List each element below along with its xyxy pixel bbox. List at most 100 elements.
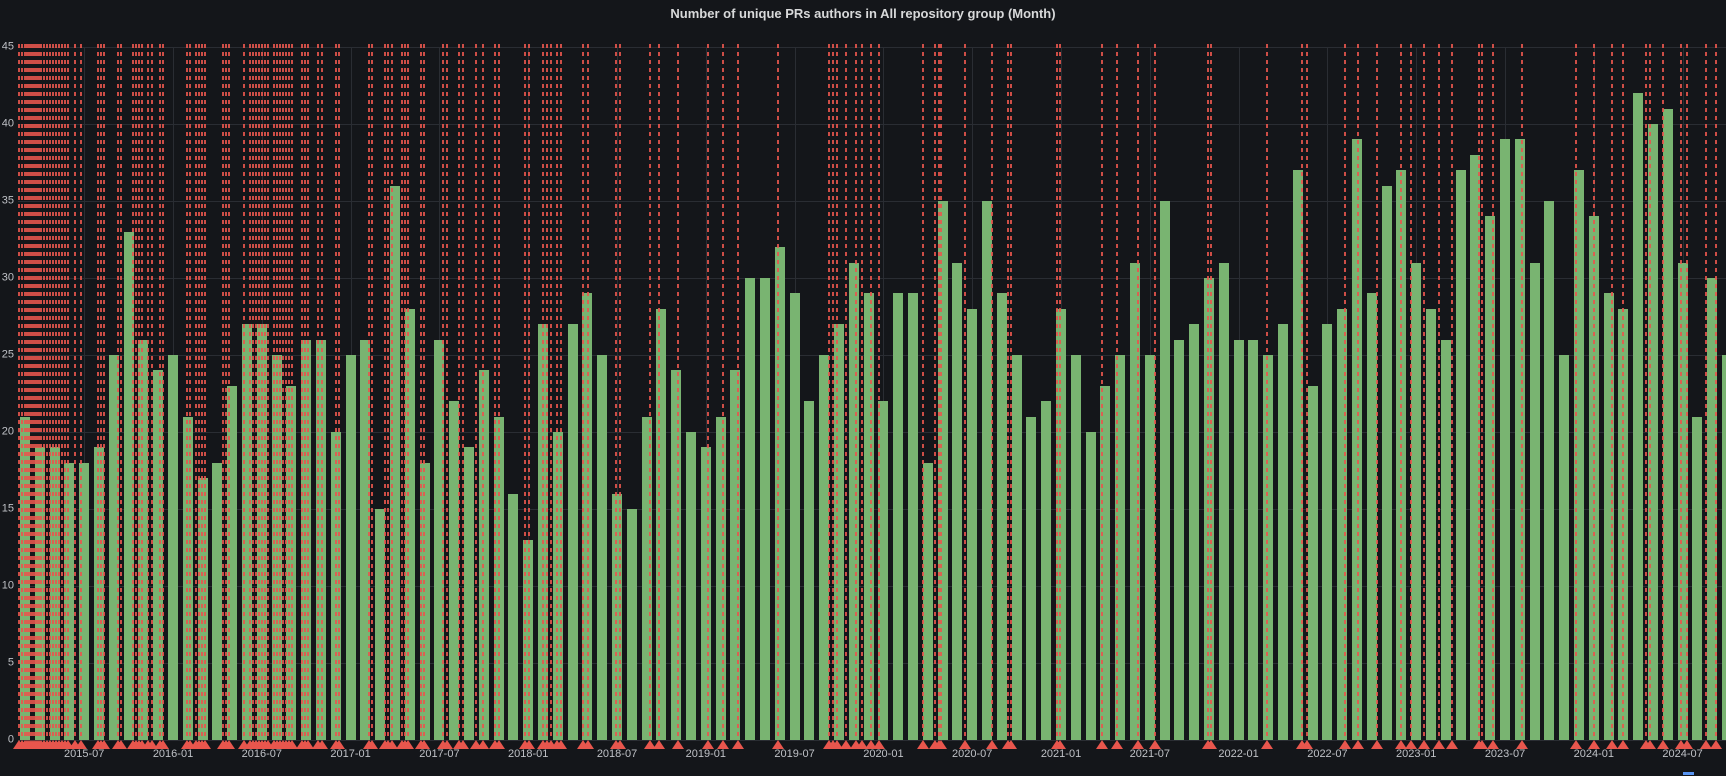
bar[interactable] [1662,108,1673,740]
bar[interactable] [49,447,60,740]
bar[interactable] [1218,262,1229,740]
annotation-marker-icon[interactable] [653,740,665,749]
bar[interactable] [242,324,252,740]
annotation-marker-icon[interactable] [98,740,110,749]
annotation-marker-icon[interactable] [316,740,328,749]
annotation-marker-icon[interactable] [1588,740,1600,749]
bar[interactable] [789,293,800,740]
bar[interactable] [1130,262,1140,740]
annotation-marker-icon[interactable] [1418,740,1430,749]
bar[interactable] [937,201,948,740]
annotation-marker-icon[interactable] [1476,740,1488,749]
bar[interactable] [848,262,859,740]
bar[interactable] [1603,293,1614,740]
bar[interactable] [656,308,667,740]
bar[interactable] [1174,339,1185,740]
bar[interactable] [1070,355,1081,740]
bar[interactable] [108,355,119,740]
annotation-marker-icon[interactable] [772,740,784,749]
annotation-marker-icon[interactable] [157,740,169,749]
annotation-marker-icon[interactable] [1446,740,1458,749]
bar[interactable] [1056,308,1066,740]
bar[interactable] [715,416,726,740]
annotation-marker-icon[interactable] [302,740,314,749]
annotation-marker-icon[interactable] [1657,740,1669,749]
bar[interactable] [967,308,978,740]
bar[interactable] [1692,416,1703,740]
bar[interactable] [79,462,90,740]
bar[interactable] [804,401,815,740]
annotation-marker-icon[interactable] [199,740,211,749]
bar[interactable] [908,293,918,740]
bar[interactable] [1574,170,1584,740]
annotation-marker-icon[interactable] [1487,740,1499,749]
bar[interactable] [922,462,933,740]
annotation-marker-icon[interactable] [333,740,345,749]
bar[interactable] [1278,324,1288,740]
bar[interactable] [1544,201,1555,740]
bar[interactable] [1100,385,1111,740]
annotation-marker-icon[interactable] [1570,740,1582,749]
bar[interactable] [1337,308,1348,740]
bar[interactable] [1455,170,1466,740]
bar[interactable] [863,293,874,740]
annotation-marker-icon[interactable] [441,740,453,749]
bar[interactable] [345,355,356,740]
bar[interactable] [1366,293,1377,740]
bar[interactable] [1026,416,1037,740]
annotation-marker-icon[interactable] [75,740,87,749]
bar[interactable] [1500,139,1510,740]
annotation-marker-icon[interactable] [402,740,414,749]
annotation-marker-icon[interactable] [1606,740,1618,749]
annotation-marker-icon[interactable] [1111,740,1123,749]
annotation-marker-icon[interactable] [386,740,398,749]
annotation-marker-icon[interactable] [1149,740,1161,749]
bar[interactable] [301,339,312,740]
bar[interactable] [1529,262,1540,740]
bar[interactable] [375,509,386,740]
bar[interactable] [1470,154,1481,740]
bar[interactable] [1292,170,1303,740]
bar[interactable] [1263,355,1274,740]
annotation-marker-icon[interactable] [1096,740,1108,749]
bar[interactable] [686,432,696,740]
annotation-marker-icon[interactable] [1054,740,1066,749]
bar[interactable] [1559,355,1570,740]
bar[interactable] [1485,216,1496,740]
bar[interactable] [212,462,223,740]
bar[interactable] [1307,385,1318,740]
bar[interactable] [360,339,371,740]
annotation-marker-icon[interactable] [935,740,947,749]
annotation-marker-icon[interactable] [644,740,656,749]
annotation-marker-icon[interactable] [1700,740,1712,749]
bar[interactable] [153,370,164,740]
annotation-marker-icon[interactable] [1710,740,1722,749]
bar[interactable] [1707,278,1718,740]
annotation-marker-icon[interactable] [555,740,567,749]
bar[interactable] [1248,339,1259,740]
annotation-marker-icon[interactable] [702,740,714,749]
bar[interactable] [567,324,578,740]
bar[interactable] [952,262,963,740]
annotation-marker-icon[interactable] [1352,740,1364,749]
annotation-marker-icon[interactable] [1301,740,1313,749]
bar[interactable] [390,185,400,740]
bar[interactable] [745,278,756,740]
annotation-marker-icon[interactable] [582,740,594,749]
bar[interactable] [893,293,904,740]
bar[interactable] [123,231,134,740]
legend-series-marker[interactable] [1683,772,1694,775]
annotation-marker-icon[interactable] [672,740,684,749]
bar[interactable] [834,324,844,740]
annotation-marker-icon[interactable] [856,740,868,749]
bar[interactable] [1144,355,1155,740]
annotation-marker-icon[interactable] [1261,740,1273,749]
bar[interactable] [1204,278,1214,740]
annotation-marker-icon[interactable] [523,740,535,749]
bar[interactable] [1426,308,1436,740]
bar[interactable] [1085,432,1096,740]
annotation-marker-icon[interactable] [865,740,877,749]
bar[interactable] [1411,262,1422,740]
bar[interactable] [1648,124,1658,740]
